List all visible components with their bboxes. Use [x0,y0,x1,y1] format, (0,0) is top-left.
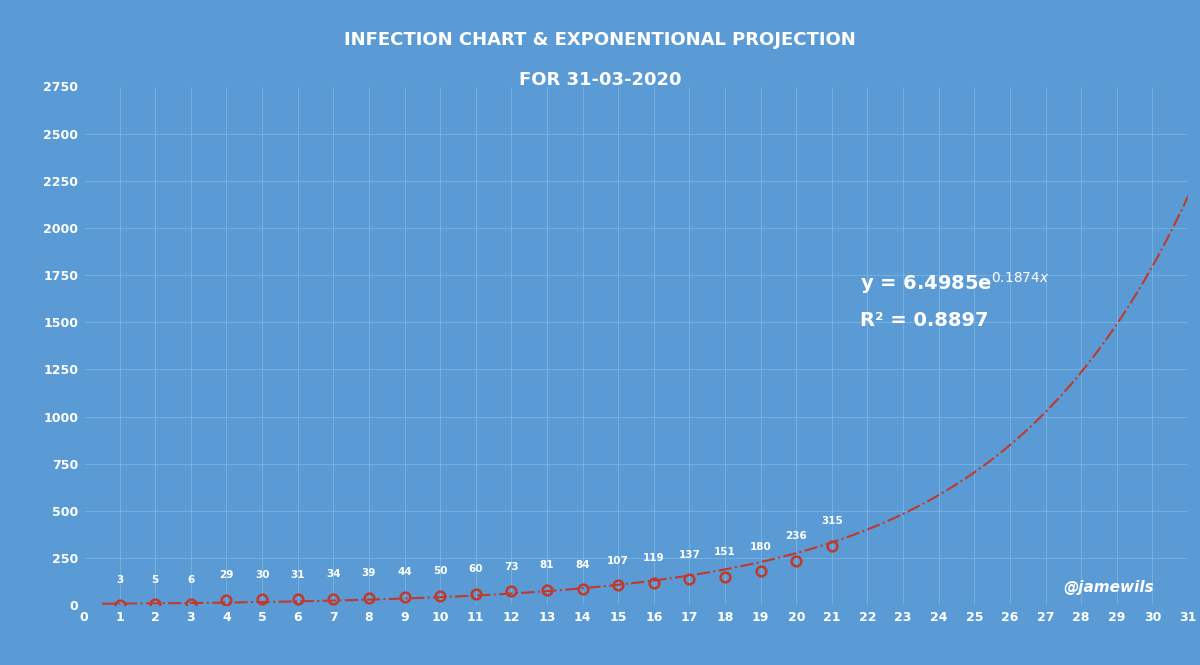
Text: R² = 0.8897: R² = 0.8897 [860,311,989,330]
Text: 151: 151 [714,547,736,557]
Text: 39: 39 [361,569,376,579]
Text: 60: 60 [468,565,482,575]
Text: INFECTION CHART & EXPONENTIONAL PROJECTION: INFECTION CHART & EXPONENTIONAL PROJECTI… [344,31,856,49]
Text: 180: 180 [750,542,772,552]
Text: FOR 31-03-2020: FOR 31-03-2020 [518,70,682,89]
Text: 44: 44 [397,567,412,577]
Text: 315: 315 [821,516,842,526]
Text: 81: 81 [540,561,554,571]
Text: 84: 84 [575,560,590,570]
Text: y = 6.4985e$^{0.1874x}$: y = 6.4985e$^{0.1874x}$ [860,270,1050,295]
Text: 30: 30 [254,570,269,580]
Text: 31: 31 [290,570,305,580]
Text: 29: 29 [220,570,234,581]
Text: 50: 50 [433,567,448,577]
Text: 73: 73 [504,562,518,572]
Text: 107: 107 [607,555,629,565]
Text: 5: 5 [151,575,158,585]
Text: 119: 119 [643,553,665,563]
Text: 3: 3 [116,575,124,585]
Text: 34: 34 [326,569,341,579]
Text: 236: 236 [785,531,808,541]
Text: @jamewils: @jamewils [1063,580,1154,595]
Text: 137: 137 [678,550,701,560]
Text: 6: 6 [187,575,194,585]
